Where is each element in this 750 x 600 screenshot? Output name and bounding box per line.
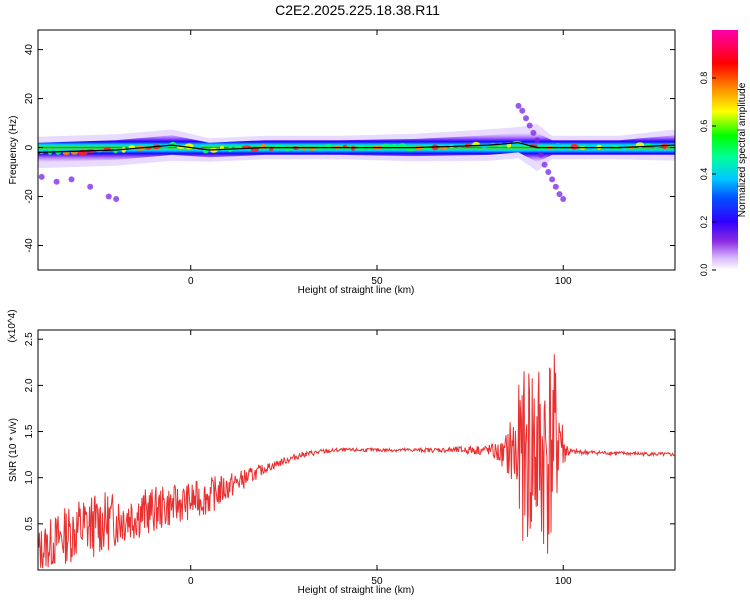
snr-y-tick-label: 2.0 (24, 378, 35, 392)
spectral-scatter-point (87, 183, 94, 190)
snr-y-tick-label: 2.5 (24, 332, 35, 346)
snr-frame (37, 329, 676, 571)
spectrogram-x-tick-label: 0 (188, 276, 194, 287)
spectrogram-y-tick-label: 40 (24, 44, 35, 56)
colorbar-tick-label: 0.8 (699, 72, 709, 85)
snr-y-axis-label: SNR (10 * v/v) (8, 418, 19, 482)
colorbar-tick-label: 0.4 (699, 168, 709, 181)
snr-x-tick-label: 50 (371, 576, 383, 587)
spectral-hotspot (269, 147, 274, 151)
snr-scale-label: (x10^4) (7, 309, 18, 342)
snr-x-tick-label: 100 (555, 576, 572, 587)
spectral-scatter-point (68, 176, 75, 183)
spectral-hotspot (351, 145, 356, 151)
chart-title: C2E2.2025.225.18.38.R11 (275, 2, 440, 18)
snr-y-tick-label: 0.5 (24, 516, 35, 530)
spectral-scatter-point (534, 137, 541, 144)
spectrogram-y-tick-label: -20 (24, 189, 35, 204)
spectral-scatter-point (556, 191, 563, 198)
colorbar: 0.0 0.2 0.4 0.6 0.8 Normalized spectral ampl… (699, 30, 748, 276)
spectral-hotspot (570, 143, 579, 150)
spectral-scatter-point (552, 183, 559, 190)
spectral-scatter-point (541, 161, 548, 168)
snr-series-line (38, 354, 675, 569)
colorbar-tick-label: 0.0 (699, 264, 709, 277)
spectrogram-y-tick-label: 20 (24, 93, 35, 105)
spectral-scatter-point (523, 115, 529, 122)
spectral-scatter-point (113, 196, 120, 202)
spectral-hotspot (381, 143, 391, 148)
spectral-scatter-point (537, 151, 544, 158)
spectrogram-frame (37, 29, 676, 271)
snr-x-axis-label: Height of straight line (km) (298, 585, 415, 596)
spectral-hotspot (389, 143, 399, 150)
spectrogram-y-tick-label: 0 (24, 144, 35, 150)
spectrogram-panel: 0 50 100 -40 -20 0 20 40 Height of straight lin… (8, 29, 676, 296)
spectral-scatter-point (53, 178, 60, 185)
colorbar-gradient (712, 30, 738, 270)
snr-x-tick-label: 0 (188, 576, 194, 587)
spectral-scatter-point (526, 122, 533, 129)
spectral-hotspot (325, 143, 332, 150)
colorbar-label: Normalized spectral amplitude (737, 82, 748, 217)
spectral-scatter-point (549, 176, 556, 183)
spectrogram-x-axis-label: Height of straight line (km) (298, 285, 415, 296)
spectral-scatter-point (38, 173, 45, 180)
spectral-scatter-point (105, 193, 112, 200)
colorbar-tick-label: 0.6 (699, 120, 709, 133)
spectral-center-line (38, 142, 675, 153)
spectral-scatter-point (545, 169, 552, 175)
spectral-scatter-point (560, 196, 567, 202)
spectral-hotspot (342, 144, 348, 148)
spectrogram-y-tick-label: -40 (24, 238, 35, 253)
spectral-scatter-point (530, 129, 537, 136)
snr-panel: 0 50 100 0.5 1.0 1.5 2.0 2.5 Height of straight… (7, 309, 676, 596)
spectrogram-x-tick-label: 100 (555, 276, 572, 287)
spectrogram-y-axis-label: Frequency (Hz) (8, 116, 19, 185)
spectral-scatter-point (519, 107, 526, 114)
colorbar-tick-label: 0.2 (699, 216, 709, 229)
spectrogram-x-tick-label: 50 (371, 276, 383, 287)
spectral-scatter-point (515, 102, 522, 109)
snr-y-tick-label: 1.0 (24, 470, 35, 484)
spectral-hotspot (309, 147, 316, 151)
snr-y-tick-label: 1.5 (24, 424, 35, 438)
spectral-hotspot (220, 145, 224, 150)
spectral-hotspot (104, 146, 111, 151)
